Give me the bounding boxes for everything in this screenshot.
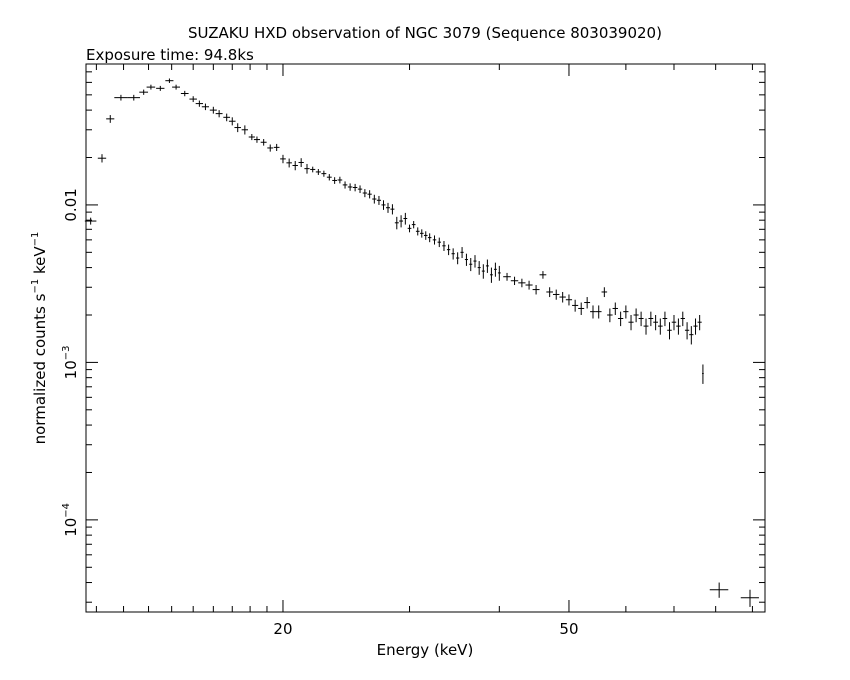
y-tick-label: 10−4 [61,503,80,537]
chart-subtitle: Exposure time: 94.8ks [86,46,254,64]
y-tick-label-base: 10 [62,518,80,537]
y-tick-label-base: 10 [62,360,80,379]
y-label-part: keV [31,246,49,279]
chart-title: SUZAKU HXD observation of NGC 3079 (Sequ… [188,24,662,42]
y-label-part: normalized counts s [31,293,49,444]
x-axis-label: Energy (keV) [377,641,474,659]
x-tick-label: 20 [273,620,292,638]
y-label-part: −1 [30,232,41,247]
y-tick-label: 0.01 [62,188,80,221]
plot-frame [85,63,766,613]
y-tick-label-exponent: −4 [61,503,72,518]
x-tick-label: 50 [559,620,578,638]
y-tick-label-exponent: −3 [61,345,72,360]
y-axis-label: normalized counts s−1 keV−1 [30,232,49,445]
y-label-part: −1 [30,279,41,294]
y-tick-label: 10−3 [61,345,80,379]
